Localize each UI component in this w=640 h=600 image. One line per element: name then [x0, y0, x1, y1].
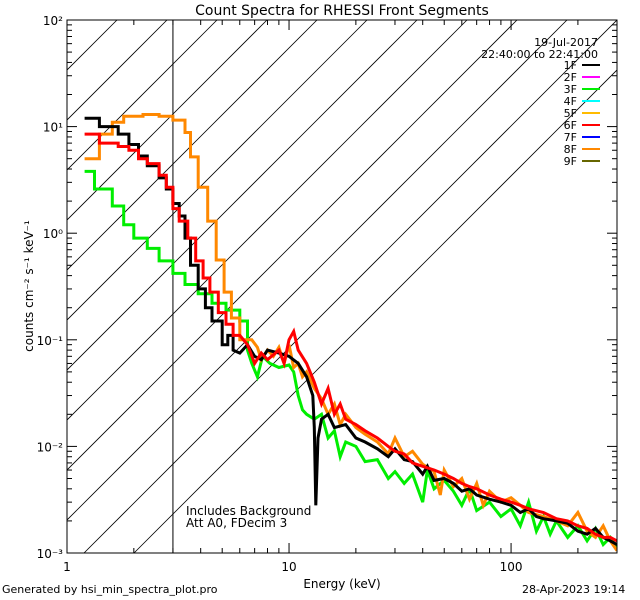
hatch-line [67, 20, 318, 271]
legend-label-3F: 3F [564, 83, 577, 96]
timestamp-label: 28-Apr-2023 19:14 [522, 583, 626, 596]
annotation-attenuator: Att A0, FDecim 3 [186, 516, 287, 530]
y-tick-label: 10⁻² [37, 440, 64, 454]
y-tick-label: 10⁻³ [37, 547, 64, 561]
hatched-region [67, 20, 617, 553]
hatch-line [67, 20, 168, 121]
series-3F [84, 169, 617, 550]
hatch-line [67, 20, 368, 321]
legend-label-7F: 7F [564, 131, 577, 144]
generated-by-label: Generated by hsi_min_spectra_plot.pro [2, 583, 218, 596]
annotation-background: Includes Background [186, 504, 311, 518]
hatch-line [133, 69, 617, 553]
x-axis-label: Energy (keV) [303, 577, 380, 591]
date-label: 19-Jul-2017 [534, 36, 598, 49]
hatch-line [67, 20, 218, 171]
legend-label-2F: 2F [564, 71, 577, 84]
legend-label-9F: 9F [564, 155, 577, 168]
y-axis-label: counts cm⁻² s⁻¹ keV⁻¹ [22, 220, 36, 352]
time-range-label: 22:40:00 to 22:41:00 [481, 48, 598, 61]
plot-frame [66, 19, 618, 554]
hatch-line [67, 20, 468, 421]
legend-label-6F: 6F [564, 119, 577, 132]
y-tick-label: 10¹ [43, 121, 63, 135]
series-group [84, 113, 617, 552]
hatch-line [67, 20, 268, 221]
legend-label-4F: 4F [564, 95, 577, 108]
hatch-line [67, 20, 518, 471]
x-tick-label: 100 [500, 560, 523, 574]
x-tick-label: 1 [63, 560, 71, 574]
legend-label-5F: 5F [564, 107, 577, 120]
hatch-line [67, 20, 568, 521]
hatch-line [67, 20, 418, 371]
x-tick-label: 10 [281, 560, 296, 574]
y-tick-label: 10⁻¹ [37, 334, 64, 348]
axes: 1 10 100 10⁻³ 10⁻² 10⁻¹ 10⁰ 10¹ 10² [37, 14, 618, 574]
y-tick-label: 10² [43, 14, 63, 28]
series-6F [84, 132, 617, 543]
chart-title: Count Spectra for RHESSI Front Segments [195, 3, 489, 19]
legend-label-8F: 8F [564, 143, 577, 156]
y-tick-label: 10⁰ [43, 227, 63, 241]
legend-label-1F: 1F [564, 59, 577, 72]
